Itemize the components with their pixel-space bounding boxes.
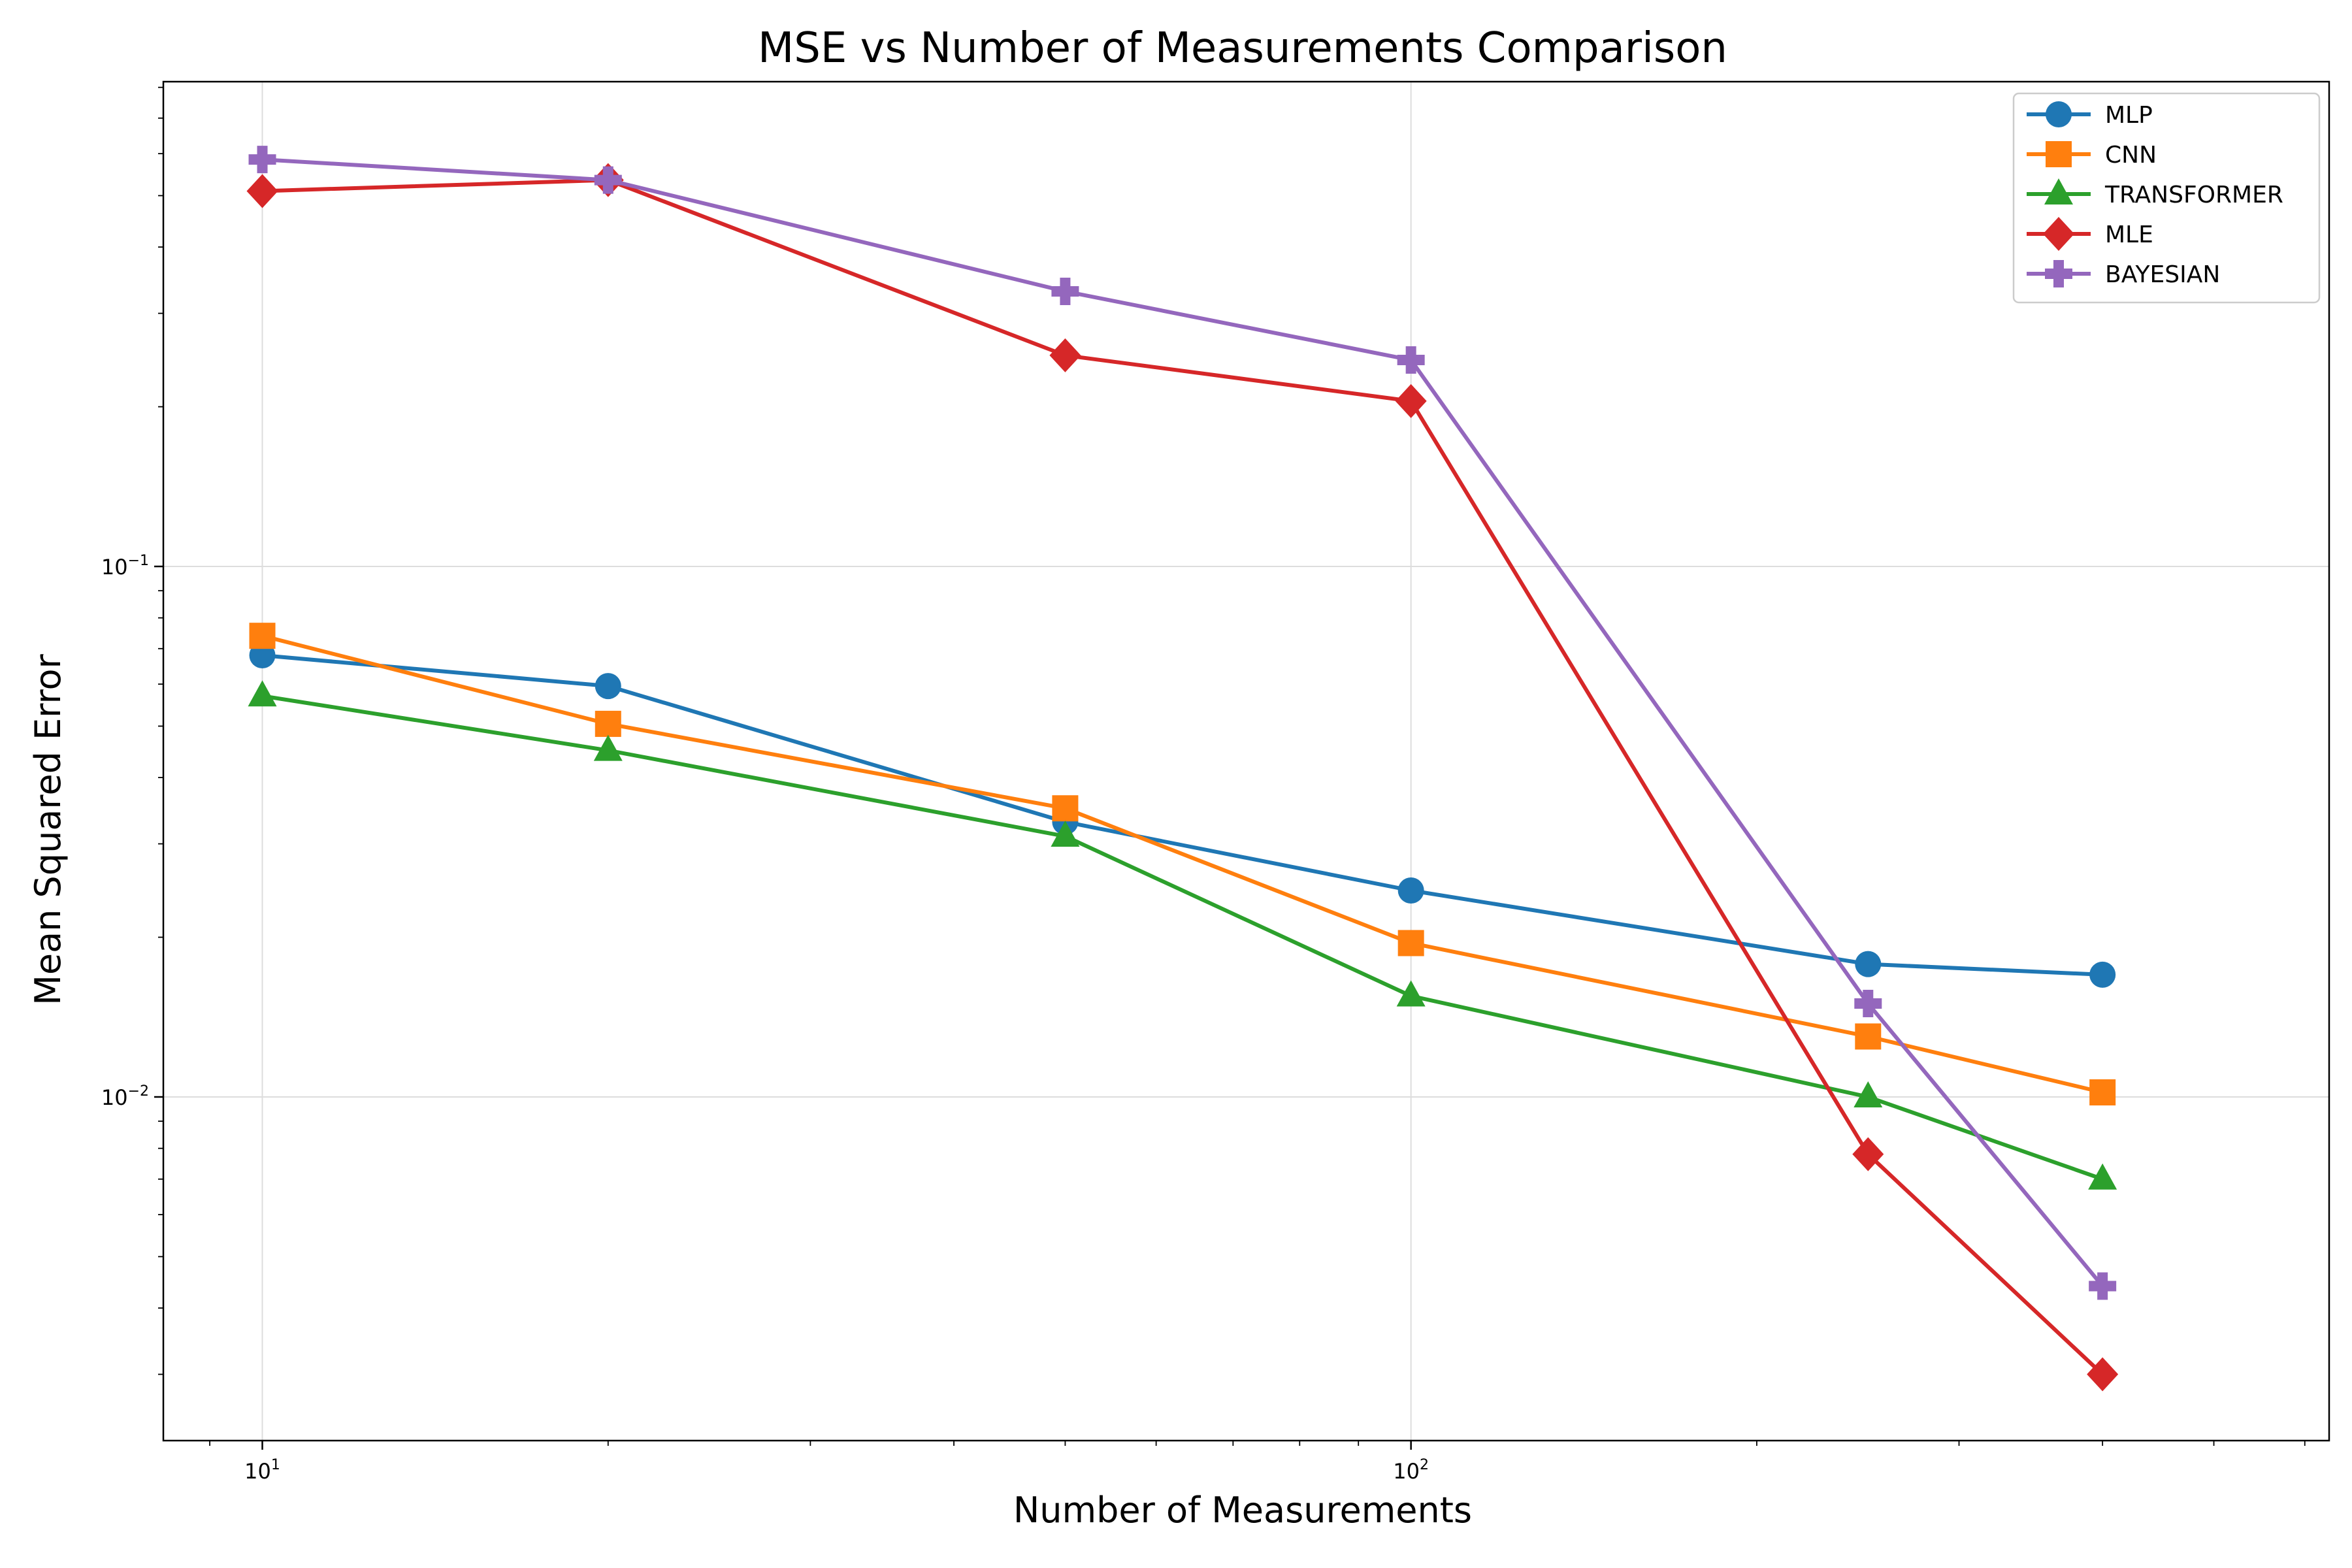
series-bayesian xyxy=(248,146,2117,1300)
data-point-mlp xyxy=(595,673,621,700)
legend-item-transformer: TRANSFORMER xyxy=(2027,178,2283,208)
legend-label-mlp: MLP xyxy=(2105,102,2153,129)
chart-title: MSE vs Number of Measurements Comparison xyxy=(758,24,1727,73)
legend-marker-transformer xyxy=(2044,178,2073,204)
data-point-cnn xyxy=(595,710,621,737)
data-point-bayesian xyxy=(1397,346,1425,374)
y-axis-title: Mean Squared Error xyxy=(27,653,69,1005)
data-point-cnn xyxy=(1397,930,1424,956)
legend-item-mle: MLE xyxy=(2027,217,2153,251)
plot-area xyxy=(246,146,2119,1392)
data-point-cnn xyxy=(1855,1023,1882,1050)
legend-label-bayesian: BAYESIAN xyxy=(2105,261,2220,288)
data-point-transformer xyxy=(248,680,277,707)
legend-box xyxy=(2012,92,2321,304)
series-line-bayesian xyxy=(262,157,2104,1288)
data-point-mle xyxy=(1049,338,1081,372)
data-point-transformer xyxy=(1051,821,1080,847)
data-point-cnn xyxy=(249,623,276,649)
series-mle xyxy=(246,163,2119,1392)
data-point-mle xyxy=(1852,1137,1884,1171)
data-point-bayesian xyxy=(1051,277,1079,305)
series-line-cnn xyxy=(261,634,2103,1094)
data-point-bayesian xyxy=(1854,990,1882,1018)
legend-item-mlp: MLP xyxy=(2027,101,2153,129)
data-point-transformer xyxy=(593,734,623,761)
axis-ticks: 101 102 10−1 10−2 xyxy=(101,86,2306,1484)
series-line-mle xyxy=(262,178,2104,1376)
series-line-transformer xyxy=(262,694,2104,1181)
data-point-bayesian xyxy=(248,146,276,174)
data-point-cnn xyxy=(1052,795,1079,822)
legend-marker-bayesian xyxy=(2045,260,2072,287)
series-cnn xyxy=(249,623,2116,1106)
legend-label-transformer: TRANSFORMER xyxy=(2104,182,2283,208)
axes-frame xyxy=(162,80,2330,1442)
legend-label-cnn: CNN xyxy=(2105,142,2157,169)
data-point-mlp xyxy=(1855,951,1882,977)
legend-item-bayesian: BAYESIAN xyxy=(2027,260,2220,288)
legend: MLP CNN TRANSFORMER MLE BAYESIAN xyxy=(2012,92,2321,304)
data-point-transformer xyxy=(2088,1163,2117,1190)
data-point-cnn xyxy=(2089,1079,2116,1106)
legend-item-cnn: CNN xyxy=(2027,141,2157,169)
data-point-transformer xyxy=(1396,980,1426,1007)
legend-marker-mle xyxy=(2043,217,2074,251)
series-mlp xyxy=(249,642,2116,988)
legend-label-mle: MLE xyxy=(2105,221,2153,248)
series-line-mlp xyxy=(262,653,2103,977)
data-point-mle xyxy=(246,174,278,208)
x-axis-title: Number of Measurements xyxy=(1013,1490,1472,1531)
y-tick-label: 10−1 xyxy=(101,553,149,580)
legend-marker-cnn xyxy=(2046,141,2072,167)
data-point-bayesian xyxy=(594,166,622,194)
legend-marker-mlp xyxy=(2046,101,2072,127)
data-point-mle xyxy=(1395,384,1427,418)
grid xyxy=(163,82,2329,1441)
data-point-bayesian xyxy=(2089,1272,2117,1300)
data-point-mlp xyxy=(2089,961,2116,988)
data-point-mlp xyxy=(1397,877,1424,904)
x-tick-label: 101 xyxy=(244,1457,280,1484)
series-transformer xyxy=(248,680,2117,1190)
x-tick-label: 102 xyxy=(1393,1457,1429,1484)
data-point-mle xyxy=(2087,1357,2119,1392)
data-point-transformer xyxy=(1854,1081,1883,1107)
y-tick-label: 10−2 xyxy=(101,1083,149,1110)
